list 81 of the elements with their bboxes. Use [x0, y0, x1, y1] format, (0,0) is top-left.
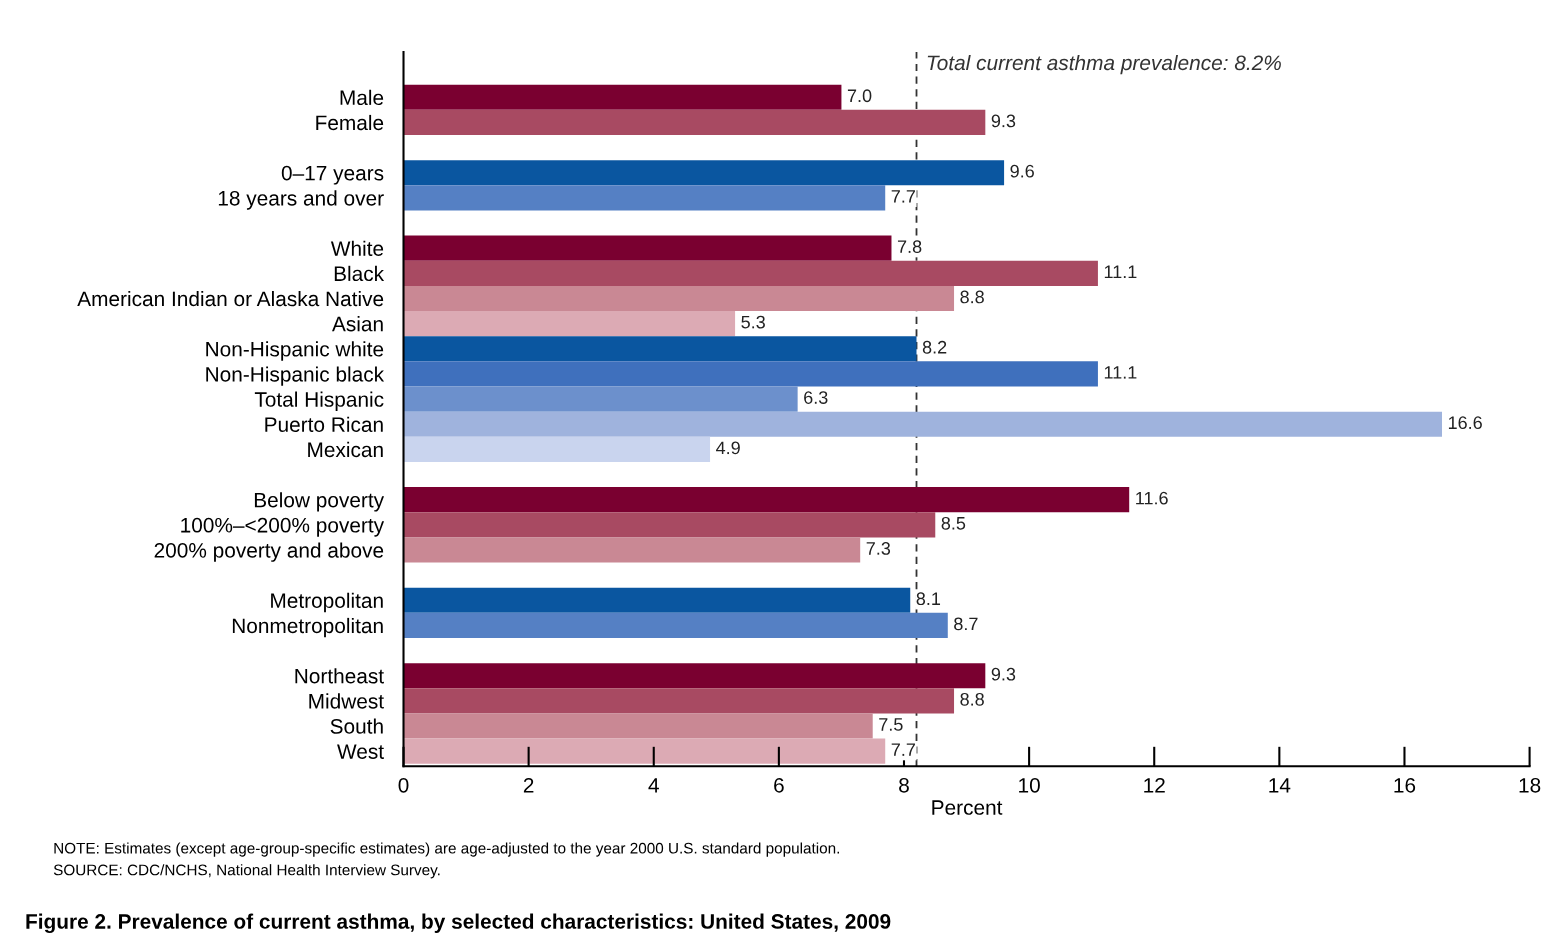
- y-tick-label: Non-Hispanic black: [206, 366, 385, 386]
- bar: [403, 160, 1005, 186]
- bar: [403, 738, 886, 764]
- data-label: 7.5: [879, 718, 903, 731]
- x-tick-label: 2: [523, 777, 534, 793]
- data-label: 5.3: [741, 315, 765, 329]
- y-tick-label: 200% poverty and above: [154, 542, 384, 562]
- y-tick-label: Midwest: [309, 693, 384, 709]
- data-label: 8.2: [922, 340, 947, 354]
- y-tick-label: Metropolitan: [271, 592, 383, 613]
- y-tick-label: Below poverty: [254, 492, 385, 512]
- data-label: 7.8: [897, 240, 922, 254]
- data-label: 9.3: [991, 114, 1016, 128]
- data-label: 8.8: [960, 692, 984, 706]
- y-tick-label: 100%–<200% poverty: [181, 517, 385, 537]
- text: NOTE: Estimates (except age-group-specific estimates) are age-adjusted to the year 2000 U.S. standard population.: [54, 842, 839, 857]
- data-label: 11.1: [1104, 265, 1137, 279]
- bar: [403, 663, 986, 689]
- data-label: 7.7: [891, 190, 915, 203]
- x-tick-label: 16: [1394, 777, 1416, 793]
- bar: [403, 537, 861, 563]
- text: Figure 2. Prevalence of current asthma, by selected characteristics: United States, 2009: [26, 913, 891, 934]
- data-label: 11.1: [1104, 366, 1137, 379]
- y-tick-label: American Indian or Alaska Native: [77, 290, 384, 307]
- data-label: 6.3: [804, 391, 828, 404]
- bar: [403, 512, 936, 538]
- y-tick-label: Mexican: [308, 441, 383, 458]
- x-tick-label: 18: [1519, 777, 1541, 793]
- bar: [403, 612, 948, 638]
- bar: [403, 336, 917, 362]
- x-tick-label: 12: [1144, 777, 1165, 793]
- x-tick-label: 10: [1019, 777, 1040, 793]
- data-label: 8.7: [954, 617, 978, 631]
- bar: [403, 587, 911, 613]
- y-tick-label: Black: [334, 265, 385, 282]
- data-label: 11.6: [1136, 491, 1168, 505]
- bar: [403, 713, 873, 739]
- bar: [403, 487, 1130, 513]
- y-tick-label: West: [337, 744, 384, 759]
- bar: [403, 688, 955, 714]
- x-tick-label: 4: [648, 778, 659, 793]
- bar: [403, 84, 842, 110]
- y-tick-label: South: [330, 718, 383, 734]
- y-tick-label: 0–17 years: [281, 165, 384, 185]
- x-tick-label: 0: [398, 777, 409, 793]
- data-label: 9.6: [1010, 164, 1034, 178]
- bar: [403, 285, 955, 312]
- data-label: 16.6: [1448, 416, 1482, 430]
- data-label: 7.7: [891, 743, 915, 756]
- data-label: 7.0: [847, 89, 872, 103]
- bar: [403, 386, 798, 412]
- bar: [403, 361, 1098, 387]
- source-note: SOURCE: CDC/NCHS, National Health Interview Survey.: [53, 864, 440, 879]
- bar: [403, 185, 886, 211]
- y-tick-label: Male: [340, 89, 384, 106]
- y-tick-label: Asian: [332, 316, 383, 332]
- bar: [403, 235, 892, 261]
- y-tick-label: Total Hispanic: [254, 391, 384, 411]
- bar: [403, 311, 736, 337]
- y-tick-label: Puerto Rican: [265, 416, 383, 432]
- data-label: 8.1: [916, 592, 941, 606]
- y-tick-label: Nonmetropolitan: [232, 617, 383, 638]
- data-label: 7.3: [866, 542, 891, 555]
- y-tick-label: Northeast: [295, 668, 384, 684]
- y-tick-label: White: [330, 240, 384, 256]
- x-tick-label: 6: [774, 777, 784, 793]
- ref-line-label: Total current asthma prevalence: 8.2%: [927, 54, 1281, 75]
- y-tick-label: Female: [316, 114, 384, 131]
- x-axis-title: Percent: [932, 800, 1003, 815]
- data-label: 8.8: [960, 290, 984, 304]
- y-tick-label: Non-Hispanic white: [206, 341, 384, 361]
- bar: [403, 260, 1098, 286]
- data-label: 4.9: [716, 441, 740, 455]
- data-label: 9.3: [991, 667, 1016, 681]
- bar: [403, 436, 711, 462]
- bar: [403, 411, 1443, 437]
- y-tick-label: 18 years and over: [218, 190, 384, 210]
- data-label: 8.5: [941, 516, 966, 530]
- x-tick-label: 14: [1269, 778, 1291, 793]
- x-tick-label: 8: [899, 777, 909, 793]
- bar: [403, 109, 986, 136]
